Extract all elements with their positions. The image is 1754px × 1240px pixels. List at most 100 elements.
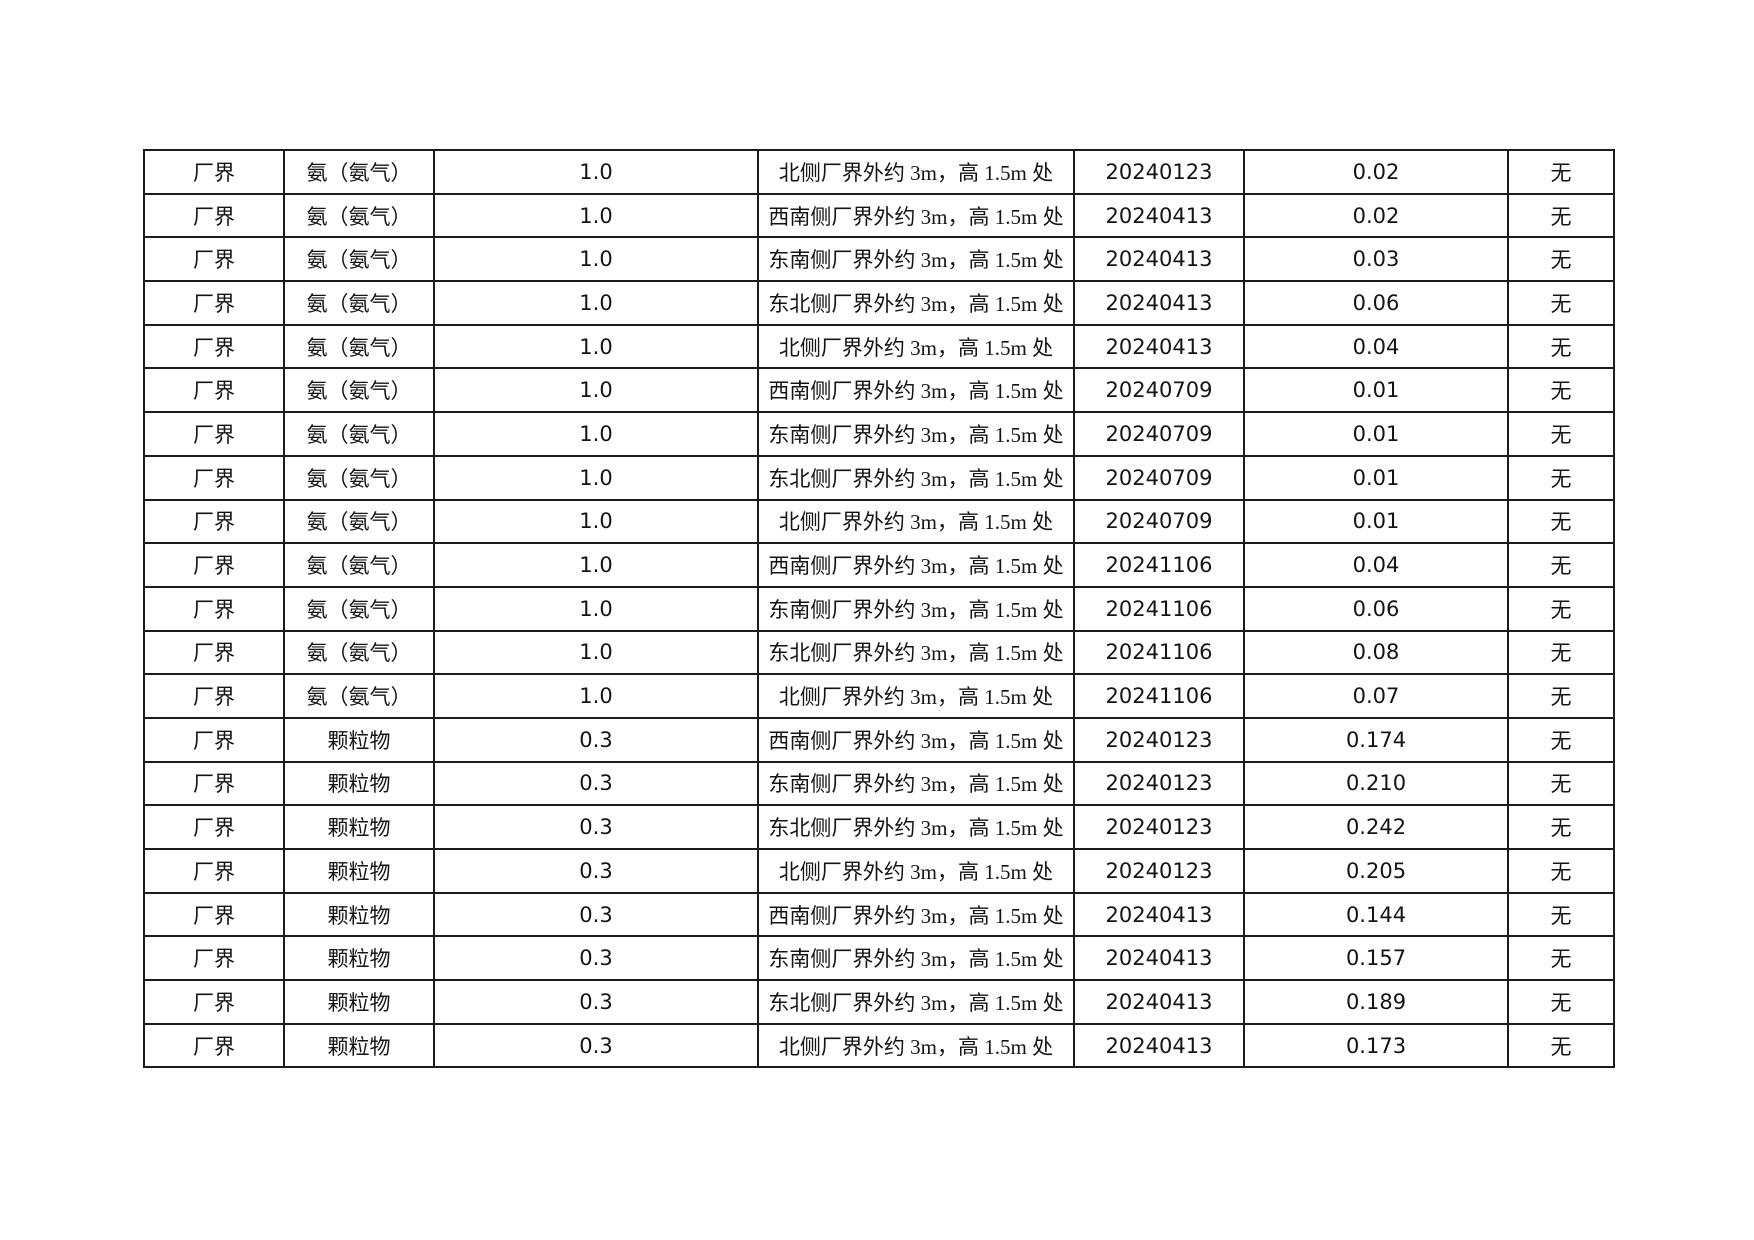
- table-row: 厂界 氨（氨气） 1.0 东南侧厂界外约 3m，高 1.5m 处 2024070…: [143, 411, 1615, 457]
- cell-location: 西南侧厂界外约 3m，高 1.5m 处: [757, 891, 1075, 938]
- cell-location: 东南侧厂界外约 3m，高 1.5m 处: [757, 935, 1075, 982]
- cell-limit: 1.0: [433, 629, 759, 676]
- cell-value: 0.08: [1243, 629, 1509, 676]
- cell-date: 20241106: [1073, 673, 1245, 719]
- cell-location: 西南侧厂界外约 3m，高 1.5m 处: [757, 192, 1075, 239]
- cell-exceedance: 无: [1507, 673, 1615, 719]
- cell-pollutant: 氨（氨气）: [283, 367, 435, 414]
- cell-date: 20240123: [1073, 149, 1245, 195]
- cell-exceedance: 无: [1507, 935, 1615, 982]
- cell-value: 0.157: [1243, 935, 1509, 982]
- cell-limit: 1.0: [433, 192, 759, 239]
- cell-location: 东北侧厂界外约 3m，高 1.5m 处: [757, 454, 1075, 501]
- cell-location: 东南侧厂界外约 3m，高 1.5m 处: [757, 585, 1075, 632]
- table-row: 厂界 氨（氨气） 1.0 东南侧厂界外约 3m，高 1.5m 处 2024110…: [143, 585, 1615, 632]
- table-row: 厂界 氨（氨气） 1.0 东北侧厂界外约 3m，高 1.5m 处 2024070…: [143, 454, 1615, 501]
- cell-pollutant: 颗粒物: [283, 804, 435, 850]
- cell-exceedance: 无: [1507, 1022, 1615, 1069]
- cell-exceedance: 无: [1507, 716, 1615, 763]
- cell-location: 东北侧厂界外约 3m，高 1.5m 处: [757, 804, 1075, 850]
- cell-monitoring-point: 厂界: [143, 760, 285, 807]
- cell-location: 西南侧厂界外约 3m，高 1.5m 处: [757, 542, 1075, 588]
- cell-limit: 1.0: [433, 236, 759, 283]
- cell-exceedance: 无: [1507, 454, 1615, 501]
- cell-value: 0.04: [1243, 323, 1509, 370]
- cell-exceedance: 无: [1507, 149, 1615, 195]
- table-row: 厂界 颗粒物 0.3 西南侧厂界外约 3m，高 1.5m 处 20240123 …: [143, 716, 1615, 763]
- cell-limit: 1.0: [433, 411, 759, 457]
- cell-date: 20240123: [1073, 804, 1245, 850]
- cell-value: 0.01: [1243, 367, 1509, 414]
- cell-date: 20241106: [1073, 585, 1245, 632]
- cell-location: 北侧厂界外约 3m，高 1.5m 处: [757, 149, 1075, 195]
- cell-pollutant: 氨（氨气）: [283, 149, 435, 195]
- cell-pollutant: 颗粒物: [283, 716, 435, 763]
- cell-pollutant: 氨（氨气）: [283, 585, 435, 632]
- cell-pollutant: 氨（氨气）: [283, 629, 435, 676]
- cell-monitoring-point: 厂界: [143, 979, 285, 1025]
- cell-monitoring-point: 厂界: [143, 542, 285, 588]
- cell-monitoring-point: 厂界: [143, 716, 285, 763]
- cell-value: 0.242: [1243, 804, 1509, 850]
- cell-date: 20240709: [1073, 367, 1245, 414]
- cell-pollutant: 氨（氨气）: [283, 280, 435, 326]
- cell-value: 0.06: [1243, 280, 1509, 326]
- cell-pollutant: 颗粒物: [283, 891, 435, 938]
- cell-monitoring-point: 厂界: [143, 629, 285, 676]
- cell-limit: 0.3: [433, 1022, 759, 1069]
- cell-value: 0.02: [1243, 192, 1509, 239]
- table-row: 厂界 颗粒物 0.3 东南侧厂界外约 3m，高 1.5m 处 20240413 …: [143, 935, 1615, 982]
- cell-limit: 0.3: [433, 848, 759, 894]
- cell-value: 0.210: [1243, 760, 1509, 807]
- cell-value: 0.173: [1243, 1022, 1509, 1069]
- cell-limit: 0.3: [433, 760, 759, 807]
- cell-pollutant: 氨（氨气）: [283, 323, 435, 370]
- cell-monitoring-point: 厂界: [143, 891, 285, 938]
- cell-pollutant: 颗粒物: [283, 935, 435, 982]
- cell-location: 东北侧厂界外约 3m，高 1.5m 处: [757, 280, 1075, 326]
- cell-exceedance: 无: [1507, 192, 1615, 239]
- cell-monitoring-point: 厂界: [143, 585, 285, 632]
- cell-date: 20240123: [1073, 760, 1245, 807]
- cell-pollutant: 氨（氨气）: [283, 411, 435, 457]
- cell-limit: 1.0: [433, 673, 759, 719]
- cell-monitoring-point: 厂界: [143, 673, 285, 719]
- cell-exceedance: 无: [1507, 323, 1615, 370]
- cell-pollutant: 氨（氨气）: [283, 454, 435, 501]
- cell-value: 0.03: [1243, 236, 1509, 283]
- cell-limit: 1.0: [433, 323, 759, 370]
- table-row: 厂界 颗粒物 0.3 东南侧厂界外约 3m，高 1.5m 处 20240123 …: [143, 760, 1615, 807]
- table-row: 厂界 颗粒物 0.3 东北侧厂界外约 3m，高 1.5m 处 20240413 …: [143, 979, 1615, 1025]
- cell-pollutant: 氨（氨气）: [283, 498, 435, 545]
- cell-pollutant: 颗粒物: [283, 848, 435, 894]
- cell-limit: 0.3: [433, 804, 759, 850]
- cell-limit: 0.3: [433, 891, 759, 938]
- cell-date: 20240413: [1073, 979, 1245, 1025]
- cell-value: 0.02: [1243, 149, 1509, 195]
- cell-limit: 1.0: [433, 585, 759, 632]
- cell-monitoring-point: 厂界: [143, 149, 285, 195]
- cell-monitoring-point: 厂界: [143, 498, 285, 545]
- cell-value: 0.01: [1243, 454, 1509, 501]
- cell-date: 20240413: [1073, 236, 1245, 283]
- cell-date: 20240709: [1073, 498, 1245, 545]
- cell-location: 东南侧厂界外约 3m，高 1.5m 处: [757, 411, 1075, 457]
- cell-value: 0.06: [1243, 585, 1509, 632]
- cell-monitoring-point: 厂界: [143, 192, 285, 239]
- cell-limit: 0.3: [433, 979, 759, 1025]
- cell-location: 东北侧厂界外约 3m，高 1.5m 处: [757, 629, 1075, 676]
- cell-location: 东南侧厂界外约 3m，高 1.5m 处: [757, 760, 1075, 807]
- cell-date: 20240123: [1073, 848, 1245, 894]
- cell-monitoring-point: 厂界: [143, 454, 285, 501]
- cell-exceedance: 无: [1507, 280, 1615, 326]
- table-row: 厂界 颗粒物 0.3 东北侧厂界外约 3m，高 1.5m 处 20240123 …: [143, 804, 1615, 850]
- cell-pollutant: 氨（氨气）: [283, 236, 435, 283]
- cell-pollutant: 颗粒物: [283, 1022, 435, 1069]
- cell-exceedance: 无: [1507, 236, 1615, 283]
- cell-value: 0.174: [1243, 716, 1509, 763]
- cell-date: 20240413: [1073, 323, 1245, 370]
- cell-limit: 1.0: [433, 454, 759, 501]
- cell-date: 20240413: [1073, 192, 1245, 239]
- cell-location: 北侧厂界外约 3m，高 1.5m 处: [757, 498, 1075, 545]
- cell-date: 20240123: [1073, 716, 1245, 763]
